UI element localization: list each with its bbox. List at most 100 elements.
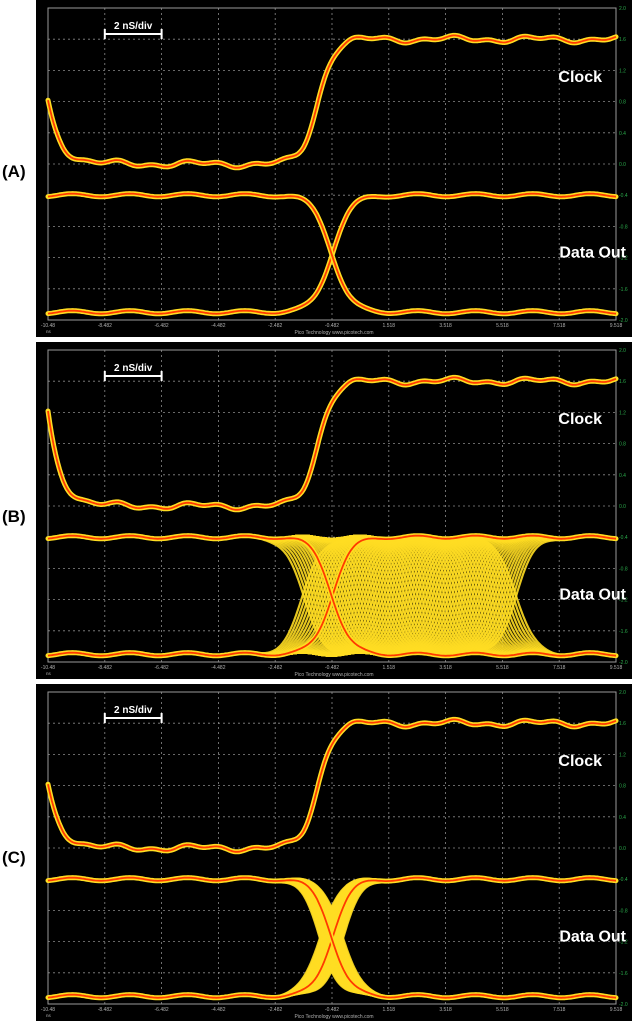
scale-bar: 2 nS/div [103,21,163,39]
x-tick-label: 9.518 [610,323,623,329]
data-out-label: Data Out [559,587,626,604]
x-tick-label: 7.518 [553,323,566,329]
y-tick-label: -2.0 [619,660,628,666]
traces [45,716,619,1001]
x-tick-label: -0.482 [325,665,339,671]
x-tick-label: -4.482 [211,1007,225,1013]
y-tick-label: 2.0 [619,690,626,696]
scope-panel-b: -10.48 -8.482 -6.482 -4.482 -2.482 -0.482 1.51… [36,342,632,679]
y-tick-label: -1.6 [619,629,628,635]
x-tick-label: 9.518 [610,1007,623,1013]
scope-panel-c: -10.48 -8.482 -6.482 -4.482 -2.482 -0.482 1.51… [36,684,632,1021]
x-tick-label: 1.518 [383,665,396,671]
x-tick-label: 3.518 [439,1007,452,1013]
x-tick-label: 3.518 [439,323,452,329]
x-tick-label: -10.48 [41,665,55,671]
clock-trace [47,718,617,853]
scale-bar: 2 nS/div [103,705,163,723]
plot-border [47,349,617,663]
y-tick-label: 0.4 [619,473,626,479]
x-tick-label: 5.518 [496,1007,509,1013]
y-tick-label: 2.0 [619,6,626,12]
y-tick-label: 1.6 [619,379,626,385]
x-tick-label: -4.482 [211,665,225,671]
clock-label: Clock [558,411,602,428]
clock-label: Clock [558,753,602,770]
y-tick-label: 0.8 [619,100,626,106]
y-tick-label: -0.8 [619,566,628,572]
x-tick-label: 7.518 [553,665,566,671]
y-tick-label: -0.8 [619,224,628,230]
y-tick-label: -1.2 [619,256,628,262]
x-tick-label: -2.482 [268,665,282,671]
footer-label: Pico Technology www.picotech.com [294,330,373,336]
x-tick-label: 3.518 [439,665,452,671]
panel-label-b: (B) [2,507,26,526]
y-tick-label: 0.4 [619,131,626,137]
x-tick-label: -0.482 [325,323,339,329]
scale-bar-label: 2 nS/div [114,21,153,32]
y-tick-label: 0.8 [619,442,626,448]
x-tick-label: 1.518 [383,1007,396,1013]
y-tick-label: -2.0 [619,1002,628,1008]
y-tick-label: -1.2 [619,940,628,946]
panel-label-c: (C) [2,848,26,867]
footer-label: Pico Technology www.picotech.com [294,1014,373,1020]
clock-label: Clock [558,69,602,86]
scope-panel-a: -10.48 -8.482 -6.482 -4.482 -2.482 -0.482 1.51… [36,0,632,337]
scope-background [36,0,632,337]
x-tick-label: -8.482 [98,1007,112,1013]
x-tick-label: 7.518 [553,1007,566,1013]
x-tick-label: -2.482 [268,323,282,329]
y-tick-label: 0.4 [619,815,626,821]
y-tick-label: -1.6 [619,287,628,293]
y-tick-label: 1.2 [619,410,626,416]
data-out-falling-trace [47,192,617,315]
traces [45,374,619,659]
traces [45,32,619,317]
x-tick-label: -6.482 [155,323,169,329]
y-tick-label: -1.6 [619,971,628,977]
footer-label: Pico Technology www.picotech.com [294,672,373,678]
scope-c-svg: -10.48 -8.482 -6.482 -4.482 -2.482 -0.482 1.51… [36,684,632,1021]
y-tick-label: 0.0 [619,846,626,852]
y-tick-label: 1.6 [619,37,626,43]
x-tick-label: -6.482 [155,665,169,671]
plot-border [47,691,617,1005]
scope-a-svg: -10.48 -8.482 -6.482 -4.482 -2.482 -0.482 1.51… [36,0,632,337]
y-tick-label: 0.0 [619,162,626,168]
x-tick-label: -2.482 [268,1007,282,1013]
y-tick-label: -2.0 [619,318,628,324]
y-tick-label: 0.8 [619,784,626,790]
x-unit-label: ns [46,671,52,676]
y-tick-label: 2.0 [619,348,626,354]
x-tick-label: -8.482 [98,665,112,671]
x-unit-label: ns [46,1013,52,1018]
panel-label-a: (A) [2,162,26,181]
x-tick-label: -8.482 [98,323,112,329]
data-out-label: Data Out [559,245,626,262]
x-tick-label: -4.482 [211,323,225,329]
x-tick-label: -10.48 [41,1007,55,1013]
y-tick-label: -1.2 [619,598,628,604]
y-tick-label: 1.6 [619,721,626,727]
y-tick-label: 1.2 [619,68,626,74]
x-unit-label: ns [46,329,52,334]
data-out-falling-trace [47,876,617,999]
y-tick-label: 0.0 [619,504,626,510]
x-tick-label: 1.518 [383,323,396,329]
x-tick-label: -6.482 [155,1007,169,1013]
x-tick-label: 5.518 [496,323,509,329]
y-tick-label: 1.2 [619,752,626,758]
clock-trace [47,376,617,511]
x-tick-label: -10.48 [41,323,55,329]
x-tick-label: -0.482 [325,1007,339,1013]
x-tick-label: 9.518 [610,665,623,671]
scale-bar-label: 2 nS/div [114,705,153,716]
plot-border [47,7,617,321]
y-tick-label: -0.8 [619,908,628,914]
scale-bar: 2 nS/div [103,363,163,381]
y-tick-label: -0.4 [619,877,628,883]
scope-b-svg: -10.48 -8.482 -6.482 -4.482 -2.482 -0.482 1.51… [36,342,632,679]
x-tick-label: 5.518 [496,665,509,671]
